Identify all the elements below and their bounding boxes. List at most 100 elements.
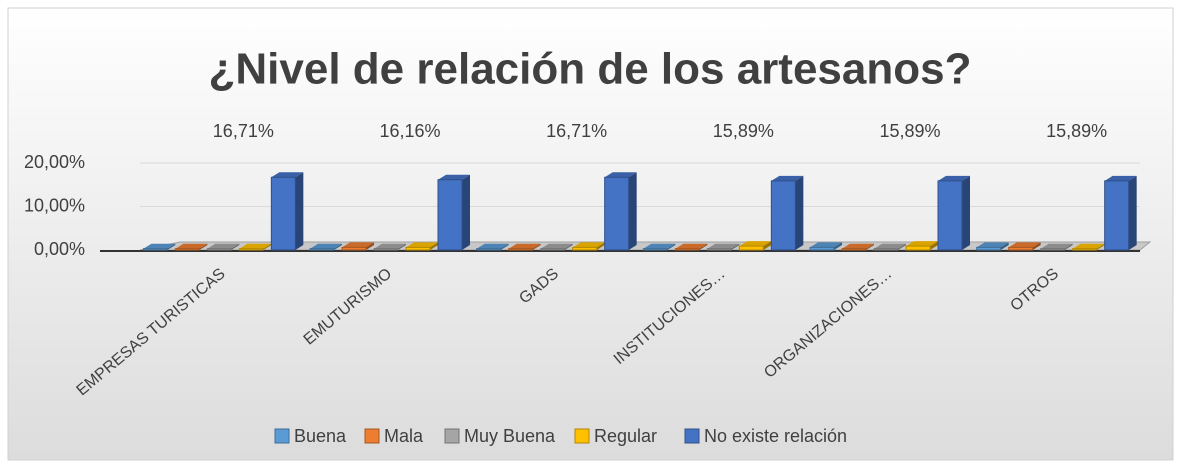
- bar: [738, 241, 772, 251]
- bar-top: [1104, 175, 1137, 181]
- chart-background: [7, 7, 1174, 461]
- legend-label: No existe relación: [704, 426, 847, 446]
- bar-side: [1000, 242, 1009, 250]
- bar-side: [898, 243, 906, 250]
- y-tick-label: 10,00%: [24, 195, 85, 215]
- bar-side: [263, 243, 272, 250]
- bar-side: [430, 242, 438, 250]
- bar-top: [342, 242, 374, 248]
- bar-side: [763, 241, 772, 250]
- bar-top: [406, 242, 438, 248]
- bar-front: [738, 245, 764, 251]
- bar-side: [866, 243, 874, 250]
- legend-label: Buena: [294, 426, 347, 446]
- bar: [142, 243, 176, 251]
- bar-side: [532, 243, 541, 250]
- bar-front: [238, 248, 264, 251]
- bar-side: [462, 174, 470, 250]
- bar: [1040, 243, 1073, 251]
- bar-top: [271, 172, 304, 178]
- bar-front: [174, 248, 200, 251]
- bar-top: [938, 175, 970, 181]
- data-label: 15,89%: [879, 121, 940, 141]
- bar-top: [643, 243, 676, 249]
- bar-top: [239, 243, 272, 249]
- bar-front: [142, 248, 168, 251]
- bar-top: [771, 175, 804, 181]
- bar-side: [795, 175, 804, 250]
- bar-side: [699, 243, 708, 250]
- bar-top: [1008, 242, 1041, 248]
- bar-side: [199, 243, 208, 250]
- bar-side: [564, 243, 573, 250]
- bar-front: [373, 248, 399, 251]
- bar-front: [642, 248, 668, 251]
- bar: [508, 243, 541, 251]
- bar-front: [937, 180, 963, 251]
- bar-top: [540, 243, 573, 249]
- data-label: 16,71%: [546, 121, 607, 141]
- bar: [405, 242, 438, 251]
- bar: [341, 242, 374, 251]
- bar-front: [309, 248, 335, 251]
- chart-title: ¿Nivel de relación de los artesanos?: [209, 45, 972, 94]
- bar: [604, 172, 637, 251]
- y-tick-label: 0,00%: [34, 239, 85, 259]
- bar-side: [834, 242, 842, 250]
- bar-side: [1032, 242, 1041, 250]
- bar: [238, 243, 272, 251]
- bar: [270, 172, 304, 251]
- bar-side: [596, 242, 605, 250]
- bar-front: [604, 176, 630, 251]
- bar-front: [437, 179, 463, 251]
- bar: [206, 243, 240, 251]
- bar-top: [842, 243, 874, 249]
- bar-front: [1040, 248, 1066, 251]
- bar-front: [809, 246, 835, 251]
- bar: [572, 242, 605, 251]
- bar-top: [906, 241, 938, 247]
- data-label: 16,71%: [213, 121, 274, 141]
- bar-front: [674, 248, 700, 251]
- bar-front: [1008, 246, 1034, 251]
- bar-front: [540, 248, 566, 251]
- bar-side: [628, 172, 637, 250]
- bar: [1104, 175, 1137, 251]
- legend-swatch: [684, 428, 700, 444]
- bar-top: [508, 243, 541, 249]
- bar-side: [1096, 243, 1105, 250]
- bar: [770, 175, 804, 251]
- legend-label: Regular: [594, 426, 657, 446]
- data-label: 16,16%: [379, 121, 440, 141]
- bar: [642, 243, 676, 251]
- bar: [373, 243, 406, 251]
- legend-label: Muy Buena: [464, 426, 556, 446]
- legend-swatch: [444, 428, 460, 444]
- bar-side: [1128, 175, 1137, 250]
- bar: [476, 243, 509, 251]
- bar: [309, 243, 342, 251]
- bar-front: [270, 176, 296, 251]
- bar: [674, 243, 708, 251]
- bar-front: [206, 248, 232, 251]
- bar-front: [1072, 248, 1098, 251]
- bar-side: [398, 243, 406, 250]
- bar-side: [334, 243, 342, 250]
- y-tick-label: 20,00%: [24, 152, 85, 172]
- bar: [540, 243, 573, 251]
- bar-top: [374, 243, 406, 249]
- bar-top: [572, 242, 605, 248]
- legend-swatch: [274, 428, 290, 444]
- bar-top: [175, 243, 208, 249]
- bar: [841, 243, 874, 251]
- bar-top: [604, 172, 637, 178]
- bar-top: [707, 243, 740, 249]
- bar-top: [143, 243, 176, 249]
- bar: [937, 175, 970, 251]
- bar: [1008, 242, 1041, 251]
- bar-side: [231, 243, 240, 250]
- bar-front: [341, 246, 367, 251]
- bar-front: [841, 248, 867, 251]
- legend-label: Mala: [384, 426, 424, 446]
